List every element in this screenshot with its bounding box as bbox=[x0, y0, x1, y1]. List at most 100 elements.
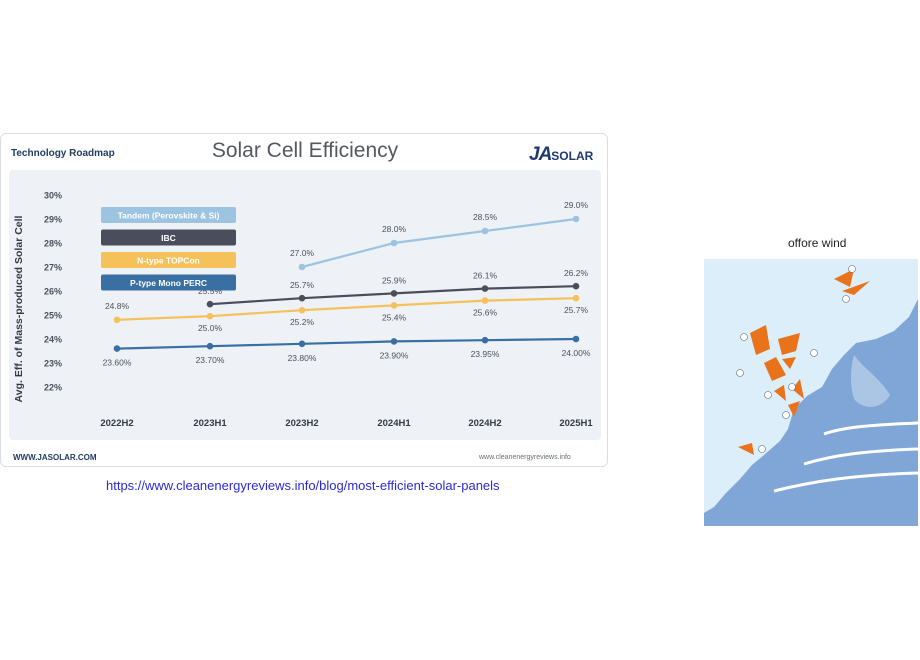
y-tick-label: 24% bbox=[44, 335, 62, 345]
data-label: 23.60% bbox=[103, 358, 132, 368]
y-tick-label: 23% bbox=[44, 359, 62, 369]
data-point bbox=[390, 290, 398, 297]
wind-zone-ijmuiden bbox=[764, 357, 786, 381]
wind-zone-zuid-holland bbox=[788, 401, 800, 417]
zone-marker-hollandse-kust-noord bbox=[788, 383, 796, 391]
zone-marker-zuid-holland bbox=[782, 411, 790, 419]
series-line bbox=[116, 297, 577, 321]
series-line bbox=[301, 217, 577, 269]
y-axis-label: Avg. Eff. of Mass-produced Solar Cell bbox=[13, 215, 25, 402]
wind-zone-hollandse-kust-zuid bbox=[774, 385, 786, 401]
map-caption: offore wind bbox=[788, 236, 847, 250]
efficiency-line-chart: Avg. Eff. of Mass-produced Solar Cell 22%… bbox=[9, 170, 601, 440]
roadmap-label: Technology Roadmap bbox=[11, 148, 115, 159]
ja-solar-logo: JASOLAR bbox=[529, 144, 593, 166]
data-point bbox=[298, 263, 306, 271]
y-tick-label: 27% bbox=[44, 263, 62, 273]
data-label: 29.0% bbox=[564, 200, 589, 210]
y-tick-label: 29% bbox=[44, 215, 62, 225]
wind-zone-north-1 bbox=[834, 269, 854, 287]
wind-zone-hollandse-kust-noord bbox=[792, 379, 804, 399]
data-label: 23.95% bbox=[471, 349, 500, 359]
data-point bbox=[572, 215, 580, 223]
legend-label: Tandem (Perovskite & Si) bbox=[118, 211, 220, 221]
data-point bbox=[572, 294, 580, 302]
x-tick-label: 2022H2 bbox=[100, 418, 133, 429]
offshore-wind-map bbox=[704, 259, 918, 526]
y-tick-label: 26% bbox=[44, 287, 62, 297]
data-point bbox=[298, 306, 306, 314]
legend-swatch bbox=[101, 229, 236, 246]
y-tick-label: 22% bbox=[44, 383, 62, 393]
data-point bbox=[481, 297, 489, 304]
data-label: 28.0% bbox=[382, 224, 407, 234]
data-label: 26.2% bbox=[564, 268, 589, 278]
data-label: 25.7% bbox=[290, 280, 315, 290]
legend-swatch bbox=[101, 207, 236, 223]
river-waal bbox=[803, 447, 918, 466]
data-point bbox=[481, 336, 489, 344]
legend-label: N-type TOPCon bbox=[137, 256, 200, 266]
wind-zone-nederwiek-1 bbox=[778, 333, 800, 355]
data-label: 28.5% bbox=[473, 212, 498, 222]
chart-card: Technology Roadmap Solar Cell Efficiency… bbox=[0, 133, 608, 467]
data-label: 23.70% bbox=[196, 355, 225, 365]
zone-marker-borssele bbox=[758, 445, 766, 453]
data-point bbox=[298, 340, 306, 348]
data-label: 23.90% bbox=[380, 350, 409, 360]
data-label: 24.00% bbox=[562, 348, 591, 358]
data-label: 23.80% bbox=[288, 353, 317, 363]
x-tick-label: 2024H2 bbox=[468, 418, 501, 429]
legend-label: IBC bbox=[161, 233, 176, 243]
x-tick-label: 2023H1 bbox=[193, 418, 227, 429]
data-point bbox=[206, 342, 214, 350]
zone-marker-hollandse-kust-zuid bbox=[764, 391, 772, 399]
river-rhine bbox=[823, 421, 918, 436]
source-link[interactable]: https://www.cleanenergyreviews.info/blog… bbox=[106, 478, 500, 493]
data-point bbox=[481, 285, 489, 292]
legend-swatch bbox=[101, 274, 236, 291]
x-tick-label: 2024H1 bbox=[377, 418, 411, 429]
y-tick-label: 25% bbox=[44, 311, 62, 321]
data-point bbox=[572, 335, 580, 343]
legend-swatch bbox=[101, 252, 236, 268]
data-point bbox=[572, 282, 580, 290]
data-point bbox=[206, 300, 214, 308]
data-label: 25.0% bbox=[198, 323, 223, 333]
data-point bbox=[390, 338, 398, 345]
series-line bbox=[116, 337, 577, 350]
plot-background bbox=[9, 170, 601, 440]
mainland-netherlands bbox=[704, 299, 918, 526]
wind-zone-ijmuiden-ver bbox=[750, 325, 770, 355]
data-label: 25.4% bbox=[382, 312, 407, 322]
wind-zone-borssele bbox=[738, 443, 754, 455]
data-label: 24.8% bbox=[105, 301, 130, 311]
data-label: 25.2% bbox=[290, 317, 315, 327]
data-point bbox=[298, 294, 306, 302]
x-tick-label: 2023H2 bbox=[285, 418, 318, 429]
data-label: 25.9% bbox=[382, 275, 407, 285]
data-label: 26.1% bbox=[473, 271, 498, 281]
chart-title: Solar Cell Efficiency bbox=[211, 139, 399, 162]
data-point bbox=[390, 302, 398, 309]
zone-marker-nederwiek bbox=[810, 349, 818, 357]
data-point bbox=[481, 227, 489, 235]
data-label: 25.6% bbox=[473, 308, 498, 318]
river-maas bbox=[773, 471, 918, 493]
source-watermark: www.cleanenergyreviews.info bbox=[479, 454, 571, 461]
data-point bbox=[113, 316, 121, 324]
zone-marker-north-1 bbox=[848, 265, 856, 273]
zone-marker-north-2 bbox=[842, 295, 850, 303]
y-tick-label: 28% bbox=[44, 239, 62, 249]
zone-marker-ijmuiden bbox=[736, 369, 744, 377]
data-label: 27.0% bbox=[290, 248, 315, 258]
data-point bbox=[113, 345, 121, 352]
data-point bbox=[390, 239, 398, 247]
wind-zone-hollandse-kust-west bbox=[782, 357, 796, 369]
zone-marker-ijmuiden-ver bbox=[740, 333, 748, 341]
ijsselmeer bbox=[851, 355, 890, 407]
jasolar-url: WWW.JASOLAR.COM bbox=[13, 453, 97, 462]
x-tick-label: 2025H1 bbox=[559, 418, 593, 429]
data-label: 25.7% bbox=[564, 305, 589, 315]
logo-ja: JA bbox=[529, 144, 552, 165]
